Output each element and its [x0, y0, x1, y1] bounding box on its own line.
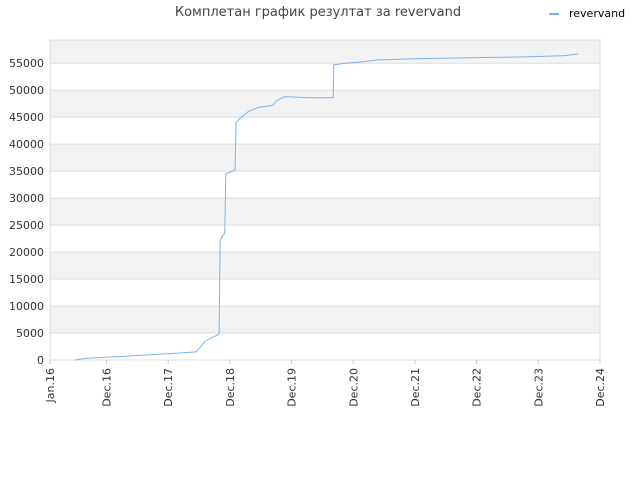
y-tick-label: 50000 — [9, 84, 44, 97]
chart-title: Комплетан график резултат за revervand — [175, 5, 461, 20]
y-tick-label: 30000 — [9, 192, 44, 205]
x-tick-label: Dec.23 — [532, 368, 545, 407]
grid-band — [50, 306, 600, 334]
y-tick-label: 5000 — [16, 327, 44, 340]
x-tick-label: Dec.24 — [594, 368, 607, 407]
grid-band — [50, 252, 600, 280]
y-tick-label: 55000 — [9, 57, 44, 70]
x-tick-label: Dec.16 — [101, 368, 114, 407]
x-tick-label: Dec.17 — [162, 368, 175, 407]
legend-label: revervand — [569, 7, 625, 20]
y-tick-label: 45000 — [9, 111, 44, 124]
x-tick-label: Dec.20 — [347, 368, 360, 407]
y-tick-label: 40000 — [9, 138, 44, 151]
x-tick-label: Dec.18 — [224, 368, 237, 407]
grid-band — [50, 144, 600, 172]
y-tick-label: 20000 — [9, 246, 44, 259]
grid-band — [50, 40, 600, 64]
x-tick-label: Dec.22 — [471, 368, 484, 407]
x-tick-label: Dec.19 — [286, 368, 299, 407]
y-tick-label: 10000 — [9, 300, 44, 313]
grid-band — [50, 198, 600, 226]
x-tick-label: Dec.21 — [409, 368, 422, 407]
y-tick-label: 15000 — [9, 273, 44, 286]
grid-band — [50, 90, 600, 118]
y-tick-label: 35000 — [9, 165, 44, 178]
y-tick-label: 25000 — [9, 219, 44, 232]
x-tick-label: Jan.16 — [44, 368, 57, 403]
y-tick-label: 0 — [37, 354, 44, 367]
series-line — [75, 53, 578, 361]
